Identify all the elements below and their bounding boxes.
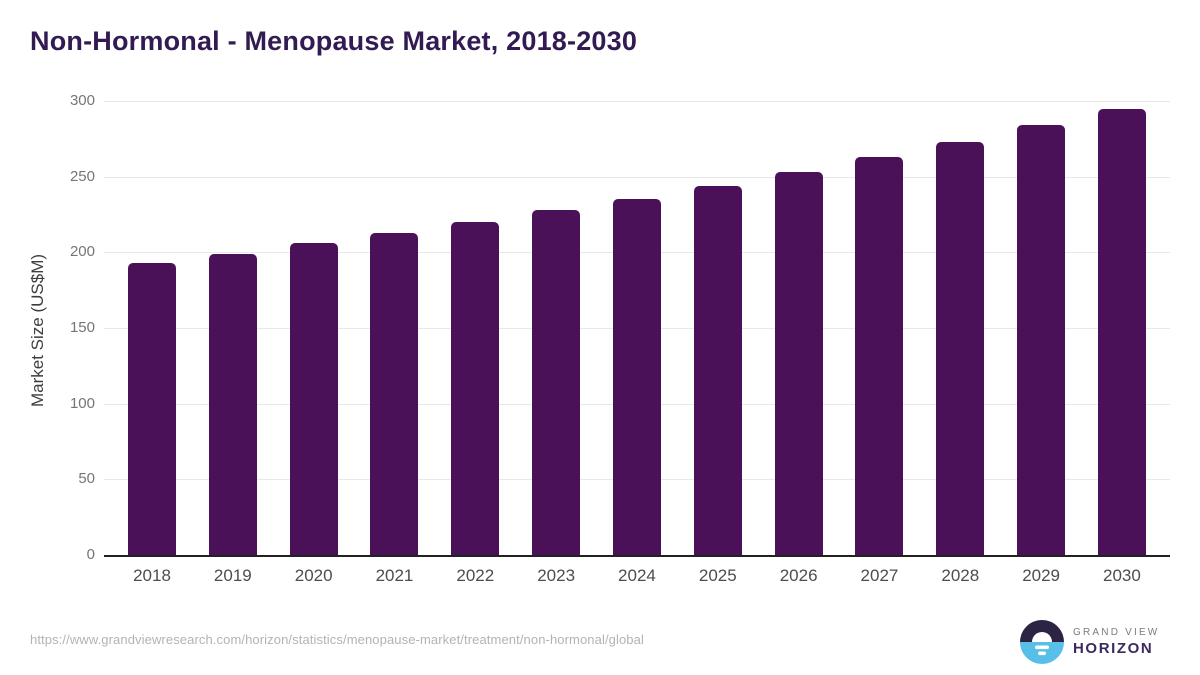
x-axis-labels: 2018 2019 2020 2021 2022 2023 2024 2025 2026 2027… xyxy=(104,566,1170,586)
y-tick-300: 300 xyxy=(69,92,95,109)
y-tick-100: 100 xyxy=(69,394,95,412)
horizon-sun-icon xyxy=(1020,620,1064,664)
bar-2030 xyxy=(1097,109,1146,555)
x-tick-2019: 2019 xyxy=(213,566,252,585)
bar-series xyxy=(104,103,1170,555)
x-tick-2028: 2028 xyxy=(941,566,980,585)
y-tick-0: 0 xyxy=(86,546,95,563)
bar-2025 xyxy=(693,186,742,555)
bar-2026 xyxy=(774,172,823,555)
x-tick-2018: 2018 xyxy=(133,566,171,585)
bar-2029 xyxy=(1017,125,1066,555)
bar-2018 xyxy=(128,263,176,555)
x-tick-2023: 2023 xyxy=(537,566,576,585)
plot-area: 0 50 100 150 200 250 300 xyxy=(70,92,1170,563)
bar-2024 xyxy=(612,199,661,555)
x-tick-2029: 2029 xyxy=(1022,566,1061,585)
y-tick-50: 50 xyxy=(78,470,95,488)
bar-2023 xyxy=(532,210,581,555)
y-tick-250: 250 xyxy=(69,167,95,185)
gridline-300 xyxy=(104,101,1170,102)
bar-2021 xyxy=(370,233,419,555)
bar-2028 xyxy=(936,142,985,555)
logo-text: GRAND VIEW HORIZON xyxy=(1073,626,1159,658)
y-tick-200: 200 xyxy=(69,243,95,261)
x-tick-2026: 2026 xyxy=(779,566,818,585)
x-tick-2021: 2021 xyxy=(375,566,414,585)
x-tick-2024: 2024 xyxy=(618,566,656,585)
x-tick-2022: 2022 xyxy=(456,566,495,585)
chart-title: Non-Hormonal - Menopause Market, 2018-20… xyxy=(30,26,638,56)
x-tick-2020: 2020 xyxy=(294,566,333,585)
y-tick-150: 150 xyxy=(69,319,95,336)
bar-2019 xyxy=(208,254,257,555)
x-tick-2030: 2030 xyxy=(1103,566,1141,585)
bar-2022 xyxy=(451,222,500,555)
gridline-250 xyxy=(104,176,1170,178)
bar-2020 xyxy=(289,243,338,555)
source-url: https://www.grandviewresearch.com/horizo… xyxy=(30,632,644,647)
logo-brand-name: GRAND VIEW xyxy=(1073,627,1160,638)
x-tick-2025: 2025 xyxy=(698,566,737,585)
grand-view-horizon-logo: GRAND VIEW HORIZON xyxy=(1020,620,1159,664)
logo-product-name: HORIZON xyxy=(1073,640,1154,657)
y-axis-title: Market Size (US$M) xyxy=(28,253,47,407)
bar-2027 xyxy=(855,157,904,555)
x-tick-2027: 2027 xyxy=(860,566,899,585)
